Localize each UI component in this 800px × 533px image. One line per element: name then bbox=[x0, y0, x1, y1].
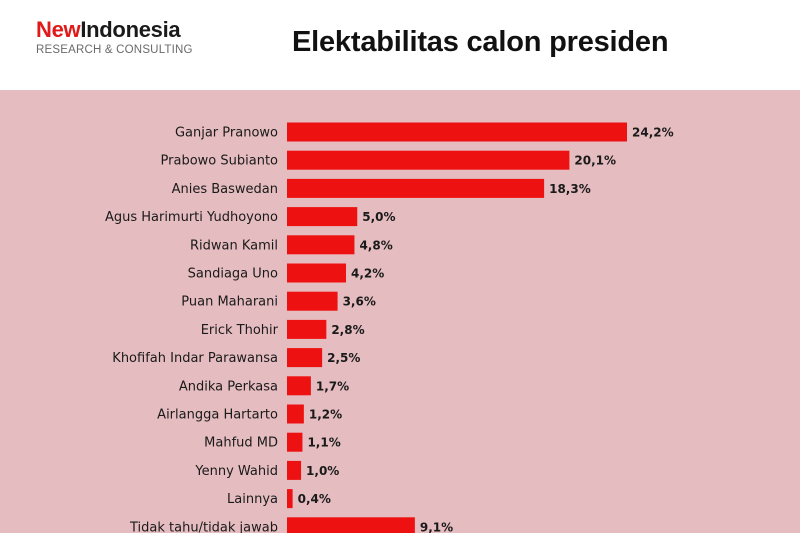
category-label: Prabowo Subianto bbox=[161, 154, 279, 169]
logo-wordmark-new: New bbox=[36, 17, 81, 42]
bar bbox=[287, 319, 327, 339]
category-label: Agus Harimurti Yudhoyono bbox=[105, 210, 278, 225]
value-label: 20,1% bbox=[574, 154, 616, 168]
value-label: 4,8% bbox=[359, 238, 392, 252]
logo-subtitle: RESEARCH & CONSULTING bbox=[36, 44, 193, 56]
category-label: Anies Baswedan bbox=[172, 182, 278, 197]
category-label: Sandiaga Uno bbox=[188, 267, 278, 282]
bar bbox=[287, 489, 293, 509]
value-label: 1,1% bbox=[307, 436, 340, 450]
bar bbox=[287, 207, 358, 227]
bar bbox=[287, 460, 302, 480]
bar bbox=[287, 291, 338, 311]
value-label: 4,2% bbox=[351, 267, 384, 281]
chart-area: Ganjar Pranowo 24,2% Prabowo Subianto 20,1%… bbox=[0, 90, 800, 533]
value-label: 24,2% bbox=[632, 126, 674, 140]
bar bbox=[287, 122, 628, 142]
bar bbox=[287, 517, 415, 533]
value-label: 9,1% bbox=[420, 520, 453, 533]
bar bbox=[287, 263, 347, 283]
value-label: 1,7% bbox=[316, 379, 349, 393]
bar bbox=[287, 235, 355, 255]
value-label: 1,2% bbox=[309, 408, 342, 422]
bar-chart: Ganjar Pranowo 24,2% Prabowo Subianto 20,1%… bbox=[105, 122, 674, 533]
category-label: Puan Maharani bbox=[181, 295, 278, 310]
category-label: Andika Perkasa bbox=[179, 379, 278, 394]
bar bbox=[287, 178, 545, 198]
bar bbox=[287, 404, 304, 424]
category-label: Ganjar Pranowo bbox=[175, 126, 278, 141]
value-label: 0,4% bbox=[298, 492, 331, 506]
value-label: 18,3% bbox=[549, 182, 591, 196]
category-label: Ridwan Kamil bbox=[190, 238, 278, 253]
category-label: Erick Thohir bbox=[201, 323, 279, 338]
value-label: 2,8% bbox=[331, 323, 364, 337]
header: NewIndonesia RESEARCH & CONSULTING Elekt… bbox=[0, 0, 800, 90]
category-label: Yenny Wahid bbox=[194, 464, 278, 479]
logo-wordmark: NewIndonesia bbox=[36, 18, 193, 42]
value-label: 2,5% bbox=[327, 351, 360, 365]
brand-logo: NewIndonesia RESEARCH & CONSULTING bbox=[36, 18, 193, 57]
value-label: 1,0% bbox=[306, 464, 339, 478]
category-label: Tidak tahu/tidak jawab bbox=[129, 520, 278, 533]
category-label: Lainnya bbox=[227, 492, 278, 507]
chart-title: Elektabilitas calon presiden bbox=[292, 26, 669, 58]
bar bbox=[287, 150, 570, 170]
bar bbox=[287, 348, 323, 368]
category-label: Mahfud MD bbox=[204, 436, 278, 451]
category-label: Khofifah Indar Parawansa bbox=[112, 351, 278, 366]
value-label: 3,6% bbox=[343, 295, 376, 309]
logo-wordmark-indonesia: Indonesia bbox=[80, 17, 181, 42]
bar bbox=[287, 376, 311, 396]
category-label: Airlangga Hartarto bbox=[157, 408, 278, 423]
bar bbox=[287, 432, 303, 452]
value-label: 5,0% bbox=[362, 210, 395, 224]
